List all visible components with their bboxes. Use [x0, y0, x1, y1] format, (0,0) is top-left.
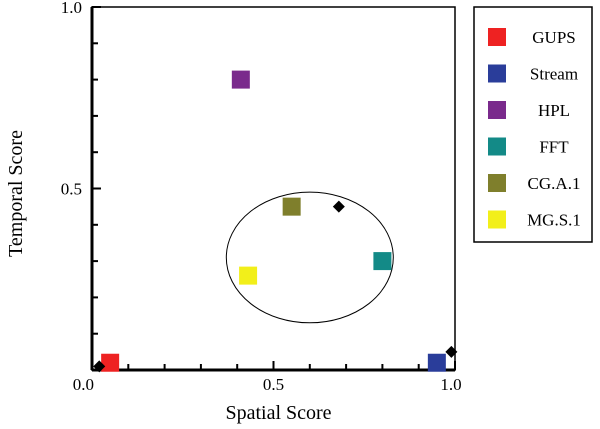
legend-swatch [488, 64, 506, 83]
plot-frame [91, 6, 456, 371]
diamond-marker [445, 345, 458, 358]
x-tick-label: 1.0 [440, 375, 461, 394]
plot-area: 0.0 0.5 1.0 0.5 1.0 Spatial Score Temporal Sco… [5, 0, 462, 424]
legend-swatch [488, 210, 506, 229]
diamond-marker [332, 200, 345, 213]
legend-label: HPL [538, 101, 570, 120]
legend-label: MG.S.1 [527, 211, 581, 230]
data-point-cg-a-1 [282, 197, 301, 216]
legend-label: Stream [530, 65, 578, 84]
data-point-gups [101, 353, 120, 372]
legend-swatch [488, 174, 506, 192]
legend-swatch [488, 101, 506, 119]
legend-swatch [488, 137, 506, 156]
legend-label: GUPS [532, 28, 575, 47]
data-point-stream [427, 353, 446, 372]
data-point-mg-s-1 [239, 266, 258, 285]
legend-label: FFT [539, 138, 569, 157]
x-tick-label: 0.5 [263, 375, 284, 394]
x-axis-title: Spatial Score [225, 402, 331, 424]
y-tick-label: 0.5 [61, 180, 82, 199]
legend-label: CG.A.1 [528, 174, 581, 193]
y-tick-label: 1.0 [61, 0, 82, 17]
diamond-marker [93, 360, 106, 373]
y-axis-title: Temporal Score [5, 130, 27, 257]
data-point-fft [373, 252, 392, 271]
legend-box [473, 6, 593, 243]
data-point-hpl [231, 70, 250, 89]
legend-swatch [488, 28, 506, 46]
x-tick-label: 0.0 [73, 375, 94, 394]
grouping-ellipse [225, 191, 394, 324]
legend: GUPS Stream HPL FFT CG.A.1 MG.S.1 [473, 6, 593, 243]
